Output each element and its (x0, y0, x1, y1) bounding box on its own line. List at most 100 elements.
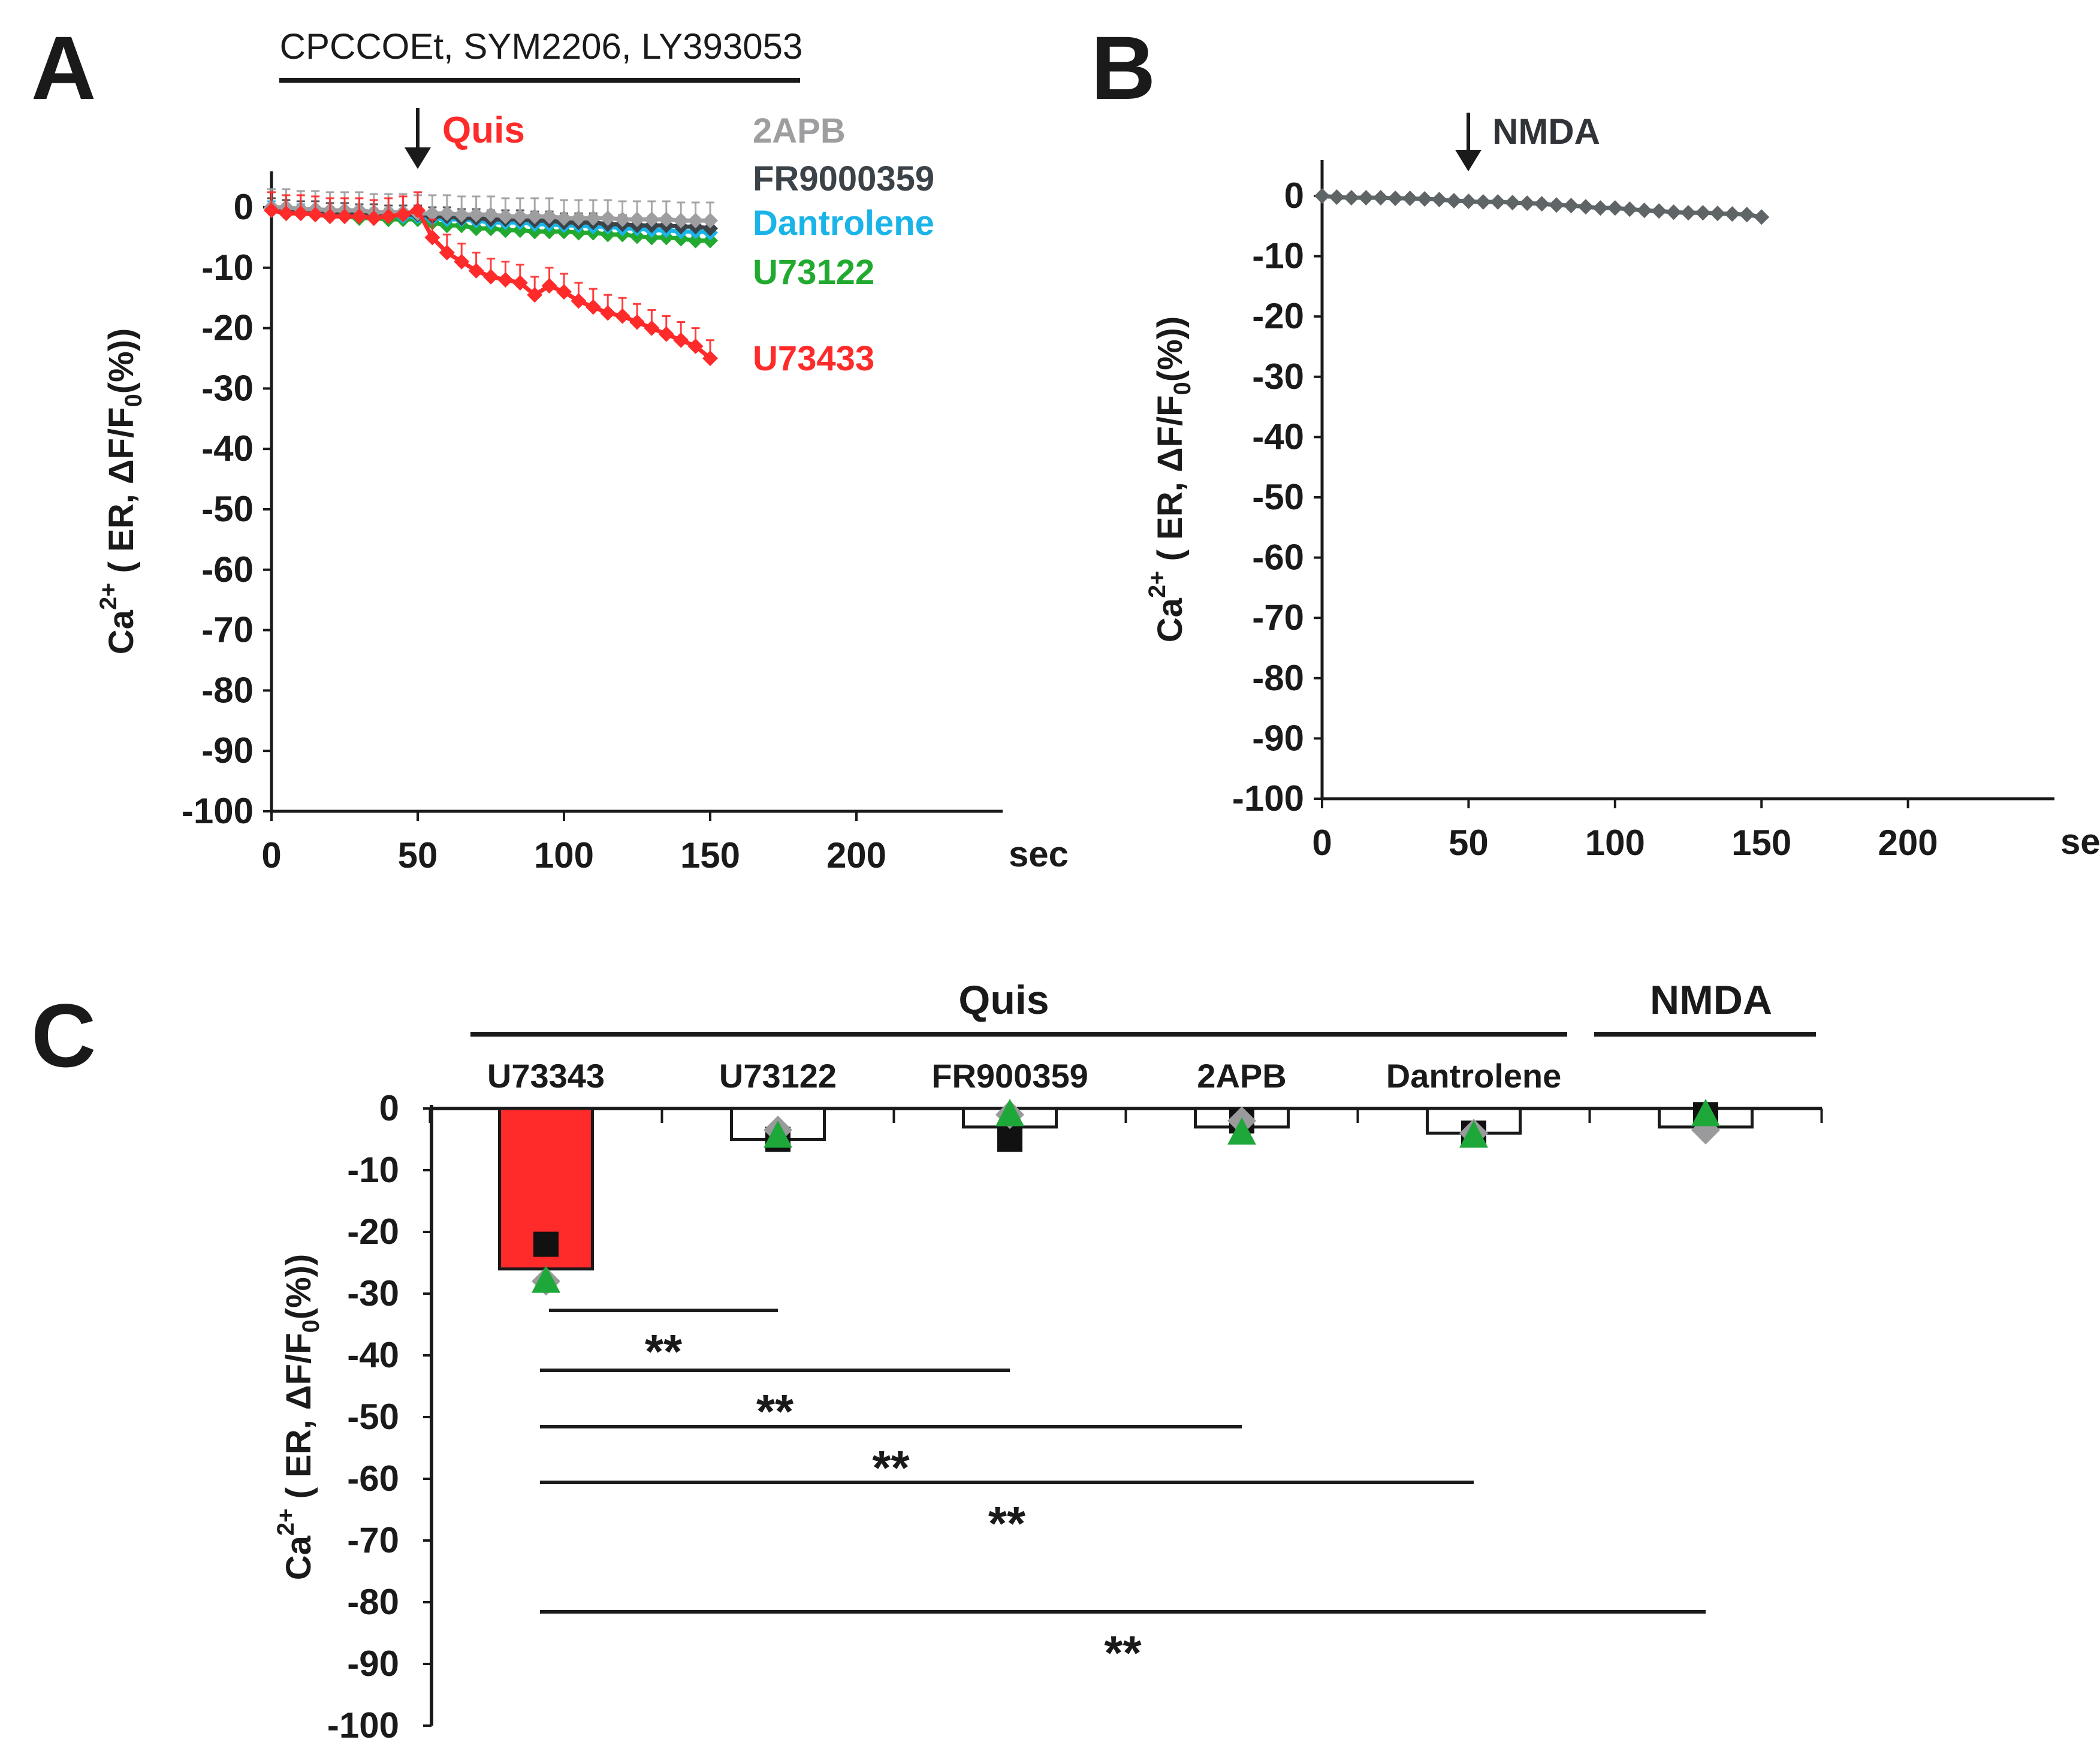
data-point (702, 213, 718, 229)
data-point (541, 278, 557, 294)
data-point (395, 207, 411, 223)
y-tick-label: -80 (347, 1582, 399, 1622)
panel-b: B NMDA 0-10-20-30-40-50-60-70-80-90-1000… (1091, 17, 2100, 863)
data-point (366, 210, 382, 226)
legend-entry: Dantrolene (753, 204, 934, 243)
panel-a-letter: A (31, 17, 96, 118)
data-point (424, 206, 440, 222)
data-point (702, 351, 718, 366)
panel-c-bars: U73343 U73122 FR900359 2APB Dantrolene (487, 1057, 1754, 1271)
data-point (571, 293, 587, 309)
data-point (687, 232, 704, 249)
x-tick-label: 100 (1585, 823, 1645, 863)
panel-c-letter: C (31, 985, 96, 1086)
data-point (1636, 203, 1652, 219)
panel-b-arrowhead (1455, 150, 1482, 171)
data-point (585, 210, 601, 226)
legend-entry: 2APB (753, 111, 846, 150)
data-point (483, 207, 499, 223)
panel-b-series (1314, 188, 1770, 225)
data-point (1504, 195, 1520, 211)
panel-a: A CPCCOEt, SYM2206, LY393053 Quis 0 -10 -2… (31, 17, 1069, 875)
panel-c-significance: ********** (540, 1309, 1706, 1680)
y-tick-label: -80 (1252, 658, 1304, 698)
data-point (1329, 189, 1345, 206)
data-point (1695, 205, 1711, 221)
data-point (1549, 197, 1565, 213)
data-point (556, 284, 572, 300)
y-tick-label: -30 (1252, 357, 1304, 397)
data-point (600, 305, 616, 321)
y-tick-label: -50 (347, 1397, 399, 1437)
data-point (512, 275, 528, 291)
data-point (1431, 192, 1447, 208)
category-label: Dantrolene (1386, 1057, 1562, 1095)
data-point (512, 209, 528, 225)
data-point (673, 332, 689, 348)
point-triangle (1227, 1117, 1256, 1145)
y-tick-label: -50 (201, 489, 254, 529)
category-label: U73122 (719, 1057, 837, 1095)
y-tick-label: -40 (201, 428, 254, 469)
y-tick-label: -30 (201, 368, 254, 408)
legend-entry: FR9000359 (753, 159, 934, 198)
data-point (1343, 190, 1359, 206)
data-point (687, 338, 704, 354)
data-point (439, 206, 455, 222)
data-point (454, 207, 470, 223)
data-point (322, 209, 338, 225)
x-tick-label: 100 (534, 835, 594, 875)
y-tick-label: -20 (1252, 296, 1304, 336)
data-point (614, 212, 630, 228)
data-point (541, 209, 557, 225)
y-tick-label: -70 (201, 610, 254, 650)
panel-a-stimulus-label: Quis (442, 110, 525, 151)
point-triangle (995, 1098, 1024, 1126)
y-tick-label: -30 (347, 1273, 399, 1313)
panel-b-y-axis-label: Ca2+ ( ER, ΔF/F0(%)) (1144, 316, 1196, 643)
data-point (381, 209, 397, 225)
data-point (468, 207, 484, 223)
data-point (1461, 194, 1477, 210)
y-tick-label: -100 (1232, 778, 1304, 818)
data-point (497, 222, 514, 238)
x-tick-label: 150 (680, 835, 740, 875)
y-tick-label: -90 (347, 1644, 399, 1684)
data-point (278, 206, 294, 222)
category-label: U73343 (487, 1057, 605, 1095)
data-point (1490, 194, 1506, 210)
significance-label: ** (756, 1385, 794, 1438)
data-point (468, 262, 484, 279)
y-tick-label: -10 (1252, 236, 1304, 276)
data-point (1651, 203, 1667, 219)
data-point (1754, 209, 1770, 225)
series-u73433 (264, 191, 718, 366)
data-point (644, 212, 660, 228)
legend-entry: U73433 (753, 339, 874, 378)
panel-a-arrowhead (405, 147, 431, 169)
data-point (351, 209, 367, 225)
x-tick-label: 200 (826, 835, 886, 875)
panel-a-treatment-label: CPCCOEt, SYM2206, LY393053 (280, 26, 803, 67)
y-tick-label: -60 (347, 1458, 399, 1499)
data-point (702, 232, 718, 249)
significance-label: ** (988, 1497, 1026, 1550)
data-point (571, 210, 587, 226)
x-tick-label: 200 (1878, 823, 1938, 863)
data-point (1475, 194, 1491, 210)
panel-b-stimulus-label: NMDA (1492, 111, 1600, 152)
data-point (292, 206, 309, 222)
y-tick-label: -60 (201, 549, 254, 590)
data-point (527, 287, 543, 303)
legend-entry: U73122 (753, 253, 874, 292)
data-point (658, 326, 674, 342)
data-point (702, 220, 718, 237)
x-tick-label: 150 (1731, 823, 1791, 863)
y-tick-label: -80 (201, 670, 254, 710)
data-point (483, 268, 499, 285)
y-tick-label: 0 (234, 187, 254, 227)
y-tick-label: -10 (347, 1150, 399, 1190)
point-triangle (764, 1120, 792, 1148)
